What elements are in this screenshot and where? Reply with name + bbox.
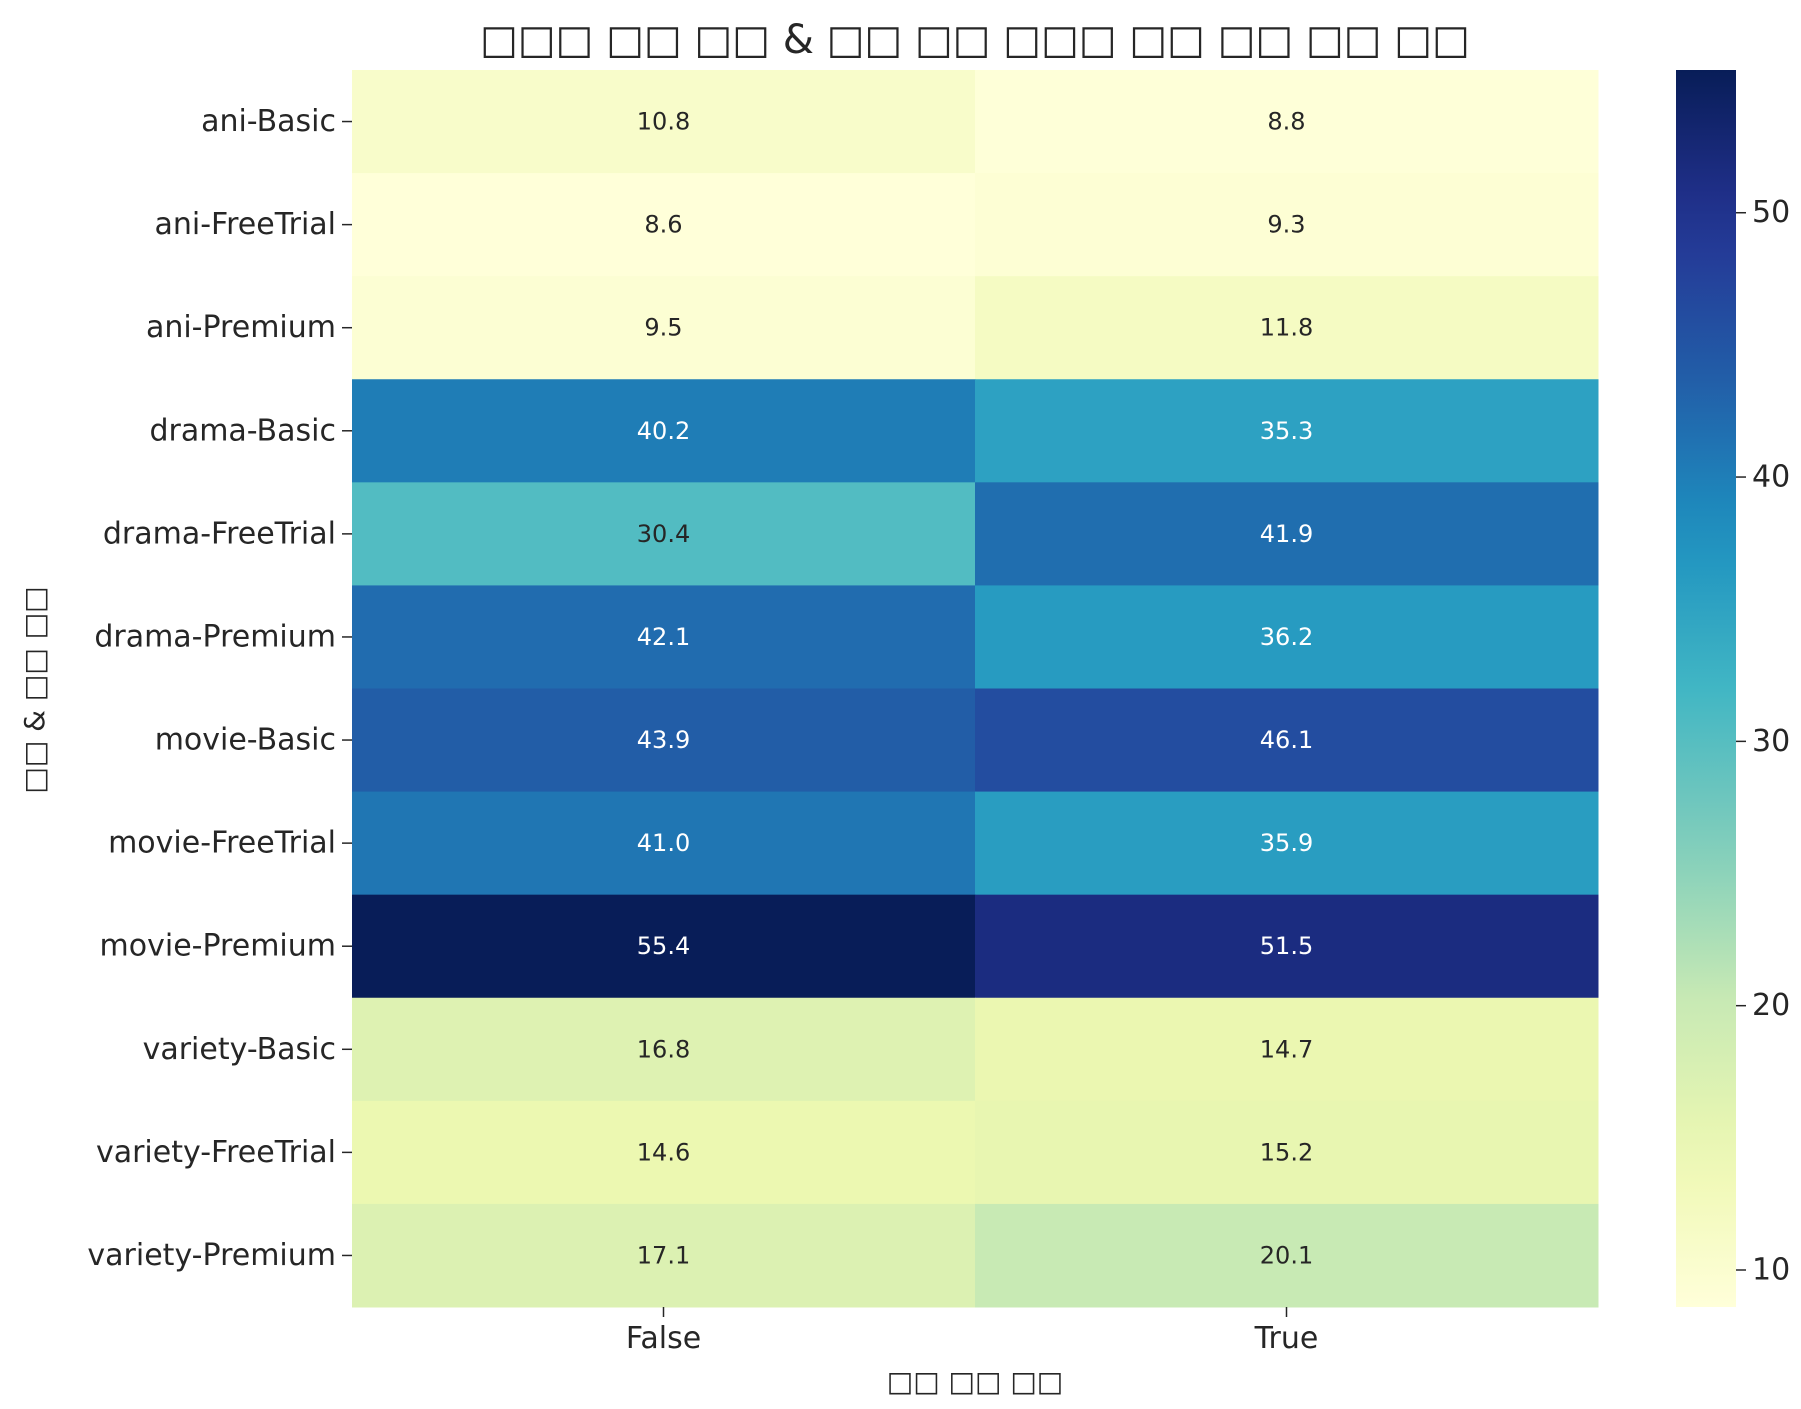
row-label: ani-FreeTrial	[154, 207, 336, 242]
cell-value-label: 46.1	[1260, 726, 1313, 754]
column-label: False	[626, 1321, 701, 1356]
colorbar-tick-label: 40	[1752, 460, 1790, 495]
heatmap-cell	[975, 70, 1599, 174]
cell-value-label: 17.1	[637, 1241, 690, 1269]
colorbar-tick-label: 10	[1752, 1252, 1790, 1287]
heatmap-cell	[352, 1203, 976, 1308]
cell-value-label: 8.8	[1267, 108, 1305, 136]
y-axis-label: □□ & □□ □□	[18, 586, 51, 793]
heatmap-cell	[975, 688, 1599, 793]
row-label: variety-Premium	[87, 1238, 336, 1273]
cell-value-label: 35.9	[1260, 829, 1313, 857]
heatmap-cell	[352, 1100, 976, 1205]
row-label: movie-Premium	[100, 929, 336, 964]
heatmap-cell	[352, 688, 976, 793]
column-labels: False True	[626, 1307, 1319, 1356]
row-labels: ani-Basic ani-FreeTrial ani-Premium drama-B…	[87, 104, 352, 1273]
cell-value-label: 16.8	[637, 1035, 690, 1063]
cell-value-label: 35.3	[1260, 417, 1313, 445]
cell-value-label: 14.7	[1260, 1035, 1313, 1063]
cell-value-label: 55.4	[637, 932, 690, 960]
cell-value-label: 20.1	[1260, 1241, 1313, 1269]
heatmap-cell	[352, 482, 976, 586]
colorbar	[1676, 70, 1736, 1307]
heatmap-cell	[352, 379, 976, 483]
heatmap-cell	[975, 791, 1599, 896]
cell-value-label: 8.6	[644, 211, 682, 239]
heatmap-cell	[975, 997, 1599, 1102]
heatmap-cell	[975, 1100, 1599, 1205]
row-label: movie-Basic	[155, 723, 336, 758]
colorbar-ticks: 10 20 30 40 50	[1736, 195, 1790, 1287]
heatmap-cell	[975, 482, 1599, 586]
column-label: True	[1254, 1321, 1319, 1356]
heatmap-cell	[352, 70, 976, 174]
chart-title: □□□ □□ □□ & □□ □□ □□□ □□ □□ □□ □□	[480, 17, 1470, 63]
cell-value-label: 10.8	[637, 108, 690, 136]
cell-value-label: 41.9	[1260, 520, 1313, 548]
heatmap-cell	[352, 173, 976, 277]
row-label: movie-FreeTrial	[108, 826, 336, 861]
colorbar-tick-label: 20	[1752, 988, 1790, 1023]
row-label: variety-Basic	[143, 1032, 336, 1067]
cell-value-label: 42.1	[637, 623, 690, 651]
heatmap-cell	[975, 173, 1599, 277]
cell-value-label: 51.5	[1260, 932, 1313, 960]
heatmap-cell	[352, 791, 976, 896]
cell-value-label: 36.2	[1260, 623, 1313, 651]
cell-value-label: 9.5	[644, 314, 682, 342]
cell-value-label: 40.2	[637, 417, 690, 445]
heatmap-cell	[975, 894, 1599, 999]
cell-value-label: 11.8	[1260, 314, 1313, 342]
heatmap-cell	[975, 1203, 1599, 1308]
row-label: ani-Basic	[201, 104, 336, 139]
heatmap-cell	[975, 276, 1599, 380]
cell-value-label: 14.6	[637, 1138, 690, 1166]
cell-value-label: 30.4	[637, 520, 690, 548]
heatmap-cell	[352, 894, 976, 999]
cell-value-label: 43.9	[637, 726, 690, 754]
heatmap-cell	[975, 585, 1599, 689]
cell-value-label: 15.2	[1260, 1138, 1313, 1166]
x-axis-label: □□ □□ □□	[887, 1365, 1064, 1398]
heatmap-cell	[975, 379, 1599, 483]
heatmap-cell	[352, 276, 976, 380]
cell-value-label: 9.3	[1267, 211, 1305, 239]
heatmap-cell	[352, 585, 976, 689]
row-label: drama-Premium	[94, 619, 336, 654]
row-label: variety-FreeTrial	[96, 1135, 336, 1170]
cell-value-label: 41.0	[637, 829, 690, 857]
heatmap-cell	[352, 997, 976, 1102]
row-label: ani-Premium	[146, 310, 336, 345]
row-label: drama-Basic	[149, 413, 336, 448]
colorbar-tick-label: 30	[1752, 724, 1790, 759]
colorbar-tick-label: 50	[1752, 195, 1790, 230]
heatmap-cells: 10.8 8.8 8.6 9.3 9.5 11.8 40.2 35.3 30.4 41.9 42.1…	[352, 70, 1599, 1308]
row-label: drama-FreeTrial	[103, 516, 336, 551]
